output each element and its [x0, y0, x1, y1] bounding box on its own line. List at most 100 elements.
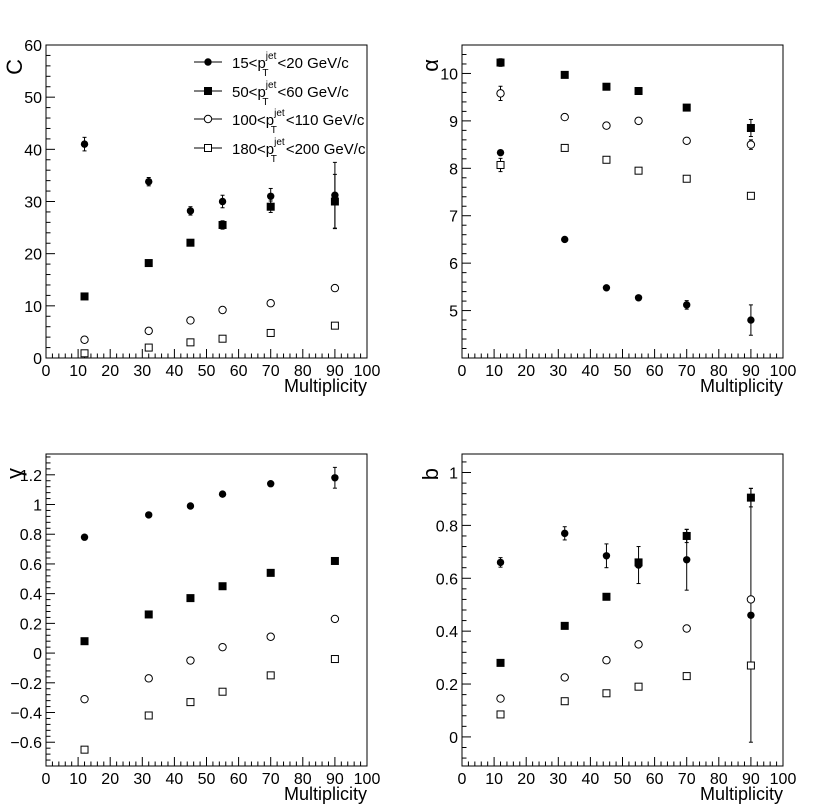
- y-tick-label: 8: [449, 161, 458, 178]
- x-tick-label: 80: [294, 771, 312, 788]
- x-tick-label: 90: [326, 363, 344, 380]
- panel-2-series-4-point-1: [496, 160, 505, 169]
- panel-4-series-3-point-1: [496, 694, 505, 703]
- legend-label: 50<pjet T<60 GeV/c: [232, 80, 349, 108]
- panel-2-series-4-point-2: [560, 143, 569, 152]
- y-axis-label: γ: [2, 468, 27, 479]
- x-tick-label: 30: [549, 363, 567, 380]
- panel-1-series-3-point-4: [218, 305, 227, 315]
- panel-3-series-2-point-6: [330, 556, 339, 565]
- plot-frame: [461, 44, 784, 359]
- plot-frame: [461, 453, 784, 767]
- panel-1-series-1-point-5: [267, 192, 275, 200]
- y-tick-label: 0.2: [20, 616, 42, 633]
- panel-4-series-3-point-3: [602, 656, 611, 665]
- panel-1-series-3-point-1: [80, 335, 89, 344]
- panel-3-series-4-point-1: [80, 745, 89, 754]
- x-tick-label: 20: [101, 363, 119, 380]
- panel-2-series-2-point-2: [560, 70, 569, 79]
- x-tick-label: 60: [230, 363, 248, 380]
- panel-1-series-3-point-2: [144, 326, 153, 336]
- panel-4-series-2-point-6: [746, 493, 755, 502]
- panel-4-series-2-point-1: [496, 658, 505, 667]
- x-tick-label: 0: [42, 363, 51, 380]
- series-3: [496, 85, 756, 150]
- x-tick-label: 80: [710, 363, 728, 380]
- y-tick-label: 1: [449, 466, 458, 483]
- panel-2-series-4-point-6: [746, 191, 755, 200]
- panel-1-series-4-point-3: [186, 338, 195, 347]
- x-tick-label: 70: [678, 771, 696, 788]
- y-tick-label: 1: [33, 498, 42, 515]
- x-tick-label: 70: [262, 771, 280, 788]
- y-tick-label: 0: [33, 646, 42, 663]
- series-3: [80, 614, 340, 704]
- x-tick-label: 100: [354, 771, 381, 788]
- panel-3-series-1-point-6: [331, 474, 339, 482]
- x-tick-label: 50: [614, 363, 632, 380]
- panel-3-series-3-point-4: [218, 642, 227, 652]
- panel-3-series-3-point-3: [186, 656, 195, 665]
- y-tick-label: 10: [24, 299, 42, 316]
- legend-entry-2: 50<pjet T<60 GeV/c: [194, 80, 349, 108]
- panel-2-series-3-point-5: [682, 136, 691, 145]
- panel-1-series-1-point-4: [218, 197, 227, 206]
- legend-entry-4: 180<pjet T<200 GeV/c: [194, 137, 366, 165]
- panel-3-series-4-point-6: [330, 655, 339, 664]
- panel-4-series-1-point-6: [747, 611, 755, 619]
- series-2: [496, 58, 755, 138]
- panel-2-series-3-point-6: [746, 140, 756, 149]
- y-axis-label: C: [2, 59, 27, 75]
- panel-2-series-4-point-4: [634, 166, 643, 175]
- series-4: [80, 321, 339, 358]
- panel-3-series-3-point-1: [80, 694, 89, 704]
- y-tick-label: 0.4: [436, 624, 458, 641]
- x-tick-label: 0: [42, 771, 51, 788]
- panel-2-series-4-point-5: [682, 174, 691, 183]
- panel-3-series-4-point-2: [144, 711, 153, 720]
- x-tick-label: 40: [166, 771, 184, 788]
- panel-1-series-3-point-5: [266, 299, 275, 308]
- panel-2-series-1-point-5: [683, 301, 691, 309]
- y-tick-label: −0.4: [10, 706, 42, 723]
- panel-3-series-1-point-4: [218, 490, 227, 498]
- legend-label: 180<pjet T<200 GeV/c: [232, 137, 366, 165]
- panel-1-series-2-point-3: [186, 238, 195, 247]
- legend-label: 100<pjet T<110 GeV/c: [232, 108, 365, 136]
- panel-3-series-2-point-5: [266, 568, 275, 577]
- x-tick-label: 60: [646, 771, 664, 788]
- legend-entry-3: 100<pjet T<110 GeV/c: [194, 108, 365, 136]
- panel-4-series-3-point-4: [634, 640, 643, 649]
- x-tick-label: 0: [458, 771, 467, 788]
- panel-1-series-1-point-3: [186, 207, 195, 215]
- series-4: [496, 143, 755, 200]
- y-tick-label: 0.2: [436, 677, 458, 694]
- panel-2-series-3-point-2: [560, 112, 569, 122]
- panel-2-series-1-point-6: [747, 316, 755, 324]
- x-axis-label: Multiplicity: [700, 784, 783, 804]
- panel-1: 0 10 20 30 40 50 60 70 80 90 100 0 10 20 30 40 50 60 Multi…: [2, 38, 380, 396]
- panel-4-series-1-point-1: [496, 558, 505, 567]
- y-tick-label: 20: [24, 247, 42, 264]
- x-tick-label: 50: [614, 771, 632, 788]
- panel-1-series-4-point-4: [218, 334, 227, 343]
- series-1: [80, 466, 339, 541]
- panel-4-series-3-point-5: [682, 624, 691, 633]
- panel-3-series-1-point-2: [145, 511, 153, 519]
- panel-2-series-2-point-4: [634, 87, 643, 96]
- legend: 15<pjet T<20 GeV/c50<pjet T<60 GeV/c100<pj…: [194, 51, 366, 165]
- panel-1-series-4-point-5: [266, 328, 275, 337]
- x-axis-label: Multiplicity: [284, 784, 367, 804]
- series-4: [496, 661, 755, 719]
- series-1: [496, 487, 755, 743]
- y-axis-label: α: [418, 59, 443, 72]
- panel-4-series-3-point-6: [746, 595, 756, 604]
- x-tick-label: 100: [770, 771, 797, 788]
- x-tick-label: 60: [230, 771, 248, 788]
- y-tick-label: 0.6: [436, 571, 458, 588]
- y-tick-label: 7: [449, 209, 458, 226]
- panel-1-series-3-point-3: [186, 316, 195, 325]
- series-2: [80, 173, 339, 301]
- panel-3-series-1-point-5: [267, 480, 275, 488]
